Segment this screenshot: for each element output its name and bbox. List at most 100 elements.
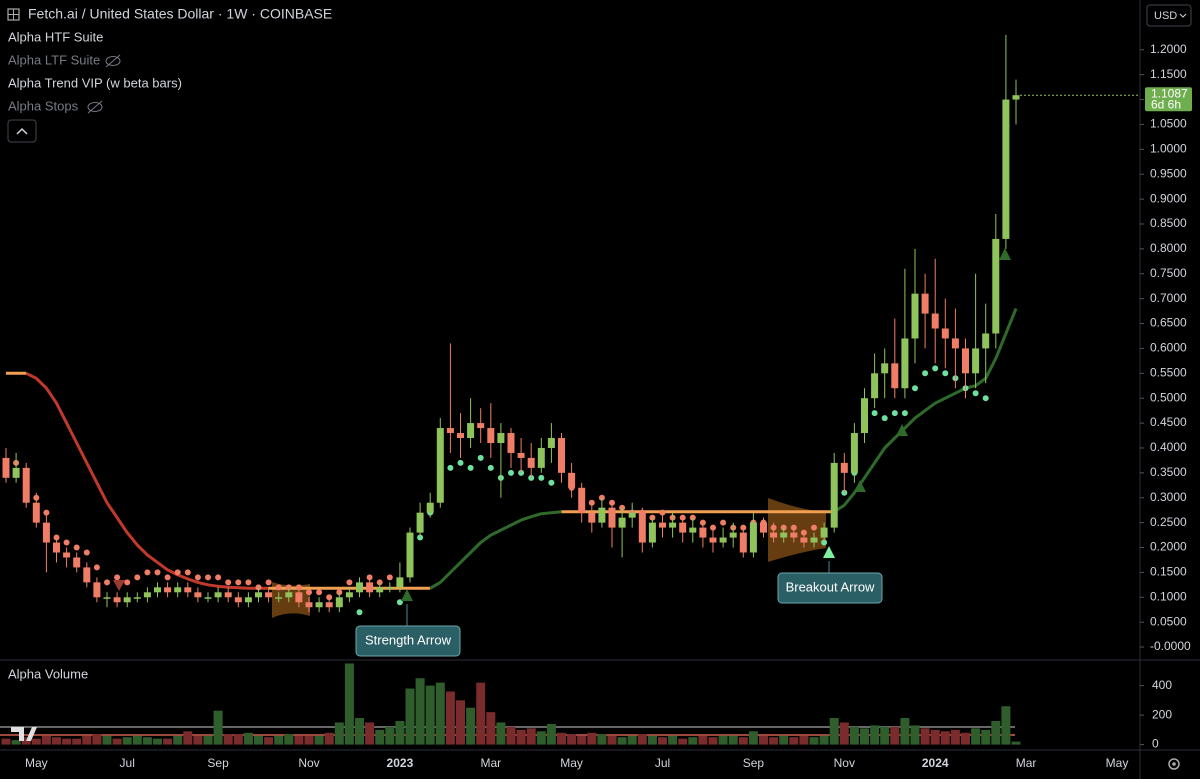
- volume-bar: [961, 732, 970, 745]
- indicator-label[interactable]: Alpha Trend VIP (w beta bars): [8, 75, 182, 90]
- settings-icon[interactable]: [1168, 758, 1180, 770]
- candle-body: [295, 592, 303, 603]
- volume-bar: [41, 735, 51, 745]
- x-tick-label: 2024: [922, 756, 949, 770]
- arrow-down: [113, 580, 125, 591]
- volume-bar: [930, 729, 940, 745]
- y-tick-label: 0.4500: [1150, 415, 1187, 429]
- candle-body: [103, 597, 111, 599]
- volume-bar: [274, 735, 284, 745]
- indicator-label[interactable]: Alpha LTF Suite: [8, 52, 100, 67]
- hidden-icon[interactable]: [105, 54, 121, 68]
- volume-bar: [486, 712, 496, 745]
- annotation: Breakout Arrow: [786, 579, 875, 594]
- candle-body: [164, 587, 172, 593]
- stop-dot: [487, 464, 494, 471]
- x-tick-label: May: [560, 756, 583, 770]
- volume-bar: [880, 726, 890, 745]
- candle-body: [648, 522, 656, 543]
- volume-bar: [82, 735, 92, 745]
- y-tick-label: 0.4000: [1150, 440, 1187, 454]
- volume-bar: [355, 718, 364, 745]
- volume-bar: [688, 737, 698, 745]
- stop-dot: [104, 579, 110, 586]
- candle-body: [689, 527, 697, 533]
- volume-bar: [647, 735, 657, 745]
- stop-dot: [124, 579, 131, 586]
- volume-bar: [405, 688, 415, 745]
- volume-bar: [233, 734, 243, 745]
- volume-bar: [748, 731, 758, 745]
- candle-body: [598, 507, 606, 523]
- volume-bar: [163, 738, 173, 745]
- stop-dot: [972, 390, 979, 397]
- collapse-button[interactable]: [7, 119, 37, 143]
- candle-body: [416, 512, 424, 533]
- candle-body: [93, 582, 101, 598]
- volume-bar: [62, 738, 72, 745]
- indicator-label[interactable]: Alpha HTF Suite: [8, 29, 103, 44]
- strength-arrow: [401, 589, 413, 601]
- stop-dot: [871, 410, 878, 417]
- candle-body: [113, 597, 121, 603]
- countdown: 6d 6h: [1151, 97, 1181, 111]
- stop-dot: [144, 569, 151, 576]
- volume-bar: [153, 738, 162, 745]
- candle-body: [335, 597, 343, 608]
- stop-dot: [83, 549, 90, 556]
- candle-body: [820, 527, 828, 538]
- currency-button[interactable]: [1146, 4, 1192, 27]
- stop-dot: [63, 539, 70, 546]
- volume-bar: [334, 722, 344, 745]
- volume-bar: [304, 735, 314, 745]
- currency[interactable]: USD: [1154, 10, 1177, 22]
- stop-dot: [477, 454, 484, 461]
- volume-bar: [950, 729, 960, 745]
- candle-body: [477, 423, 485, 429]
- candle-body: [881, 363, 889, 374]
- volume-bar: [607, 735, 617, 745]
- y-tick-label: 1.0000: [1150, 141, 1187, 155]
- volume-bar: [536, 731, 546, 745]
- y-tick-label: 0.3500: [1150, 465, 1187, 479]
- y-tick-label: 0.3000: [1150, 490, 1187, 504]
- candle-body: [467, 423, 475, 439]
- indicator-label[interactable]: Alpha Stops: [8, 98, 79, 113]
- candle-body: [386, 587, 394, 589]
- stop-dot: [174, 569, 181, 576]
- volume-bar: [456, 700, 465, 745]
- candle-body: [366, 582, 374, 593]
- candle-body: [265, 592, 273, 598]
- candle-body: [719, 537, 727, 543]
- volume-bar: [213, 710, 223, 745]
- stop-dot: [881, 415, 888, 422]
- stop-dot: [245, 579, 252, 586]
- x-tick-label: Nov: [834, 756, 855, 770]
- candle-body: [446, 428, 454, 434]
- candle-body: [608, 507, 616, 528]
- candle-body: [537, 447, 545, 468]
- volume-bar: [829, 718, 839, 745]
- currency-caret[interactable]: [1179, 13, 1187, 18]
- candle-body: [659, 522, 666, 528]
- x-tick-label: May: [25, 756, 48, 770]
- volume-bar: [526, 728, 536, 745]
- volume-bar: [193, 735, 203, 745]
- volume-bar: [324, 732, 334, 745]
- volume-tick-label: 400: [1152, 678, 1172, 692]
- hidden-icon[interactable]: [87, 100, 103, 114]
- stop-dot: [93, 564, 100, 571]
- candle-body: [941, 328, 949, 339]
- stop-dot: [215, 574, 222, 581]
- candle-body: [234, 597, 242, 603]
- volume-bar: [920, 728, 930, 745]
- candle-body: [345, 592, 353, 598]
- y-tick-label: 0.8000: [1150, 241, 1187, 255]
- volume-bar: [849, 726, 859, 745]
- y-tick-label: 0.5500: [1150, 365, 1187, 379]
- stop-dot: [194, 574, 201, 581]
- y-tick-label: 0.6000: [1150, 341, 1187, 355]
- stop-dot: [275, 584, 282, 591]
- volume-bar: [395, 720, 405, 745]
